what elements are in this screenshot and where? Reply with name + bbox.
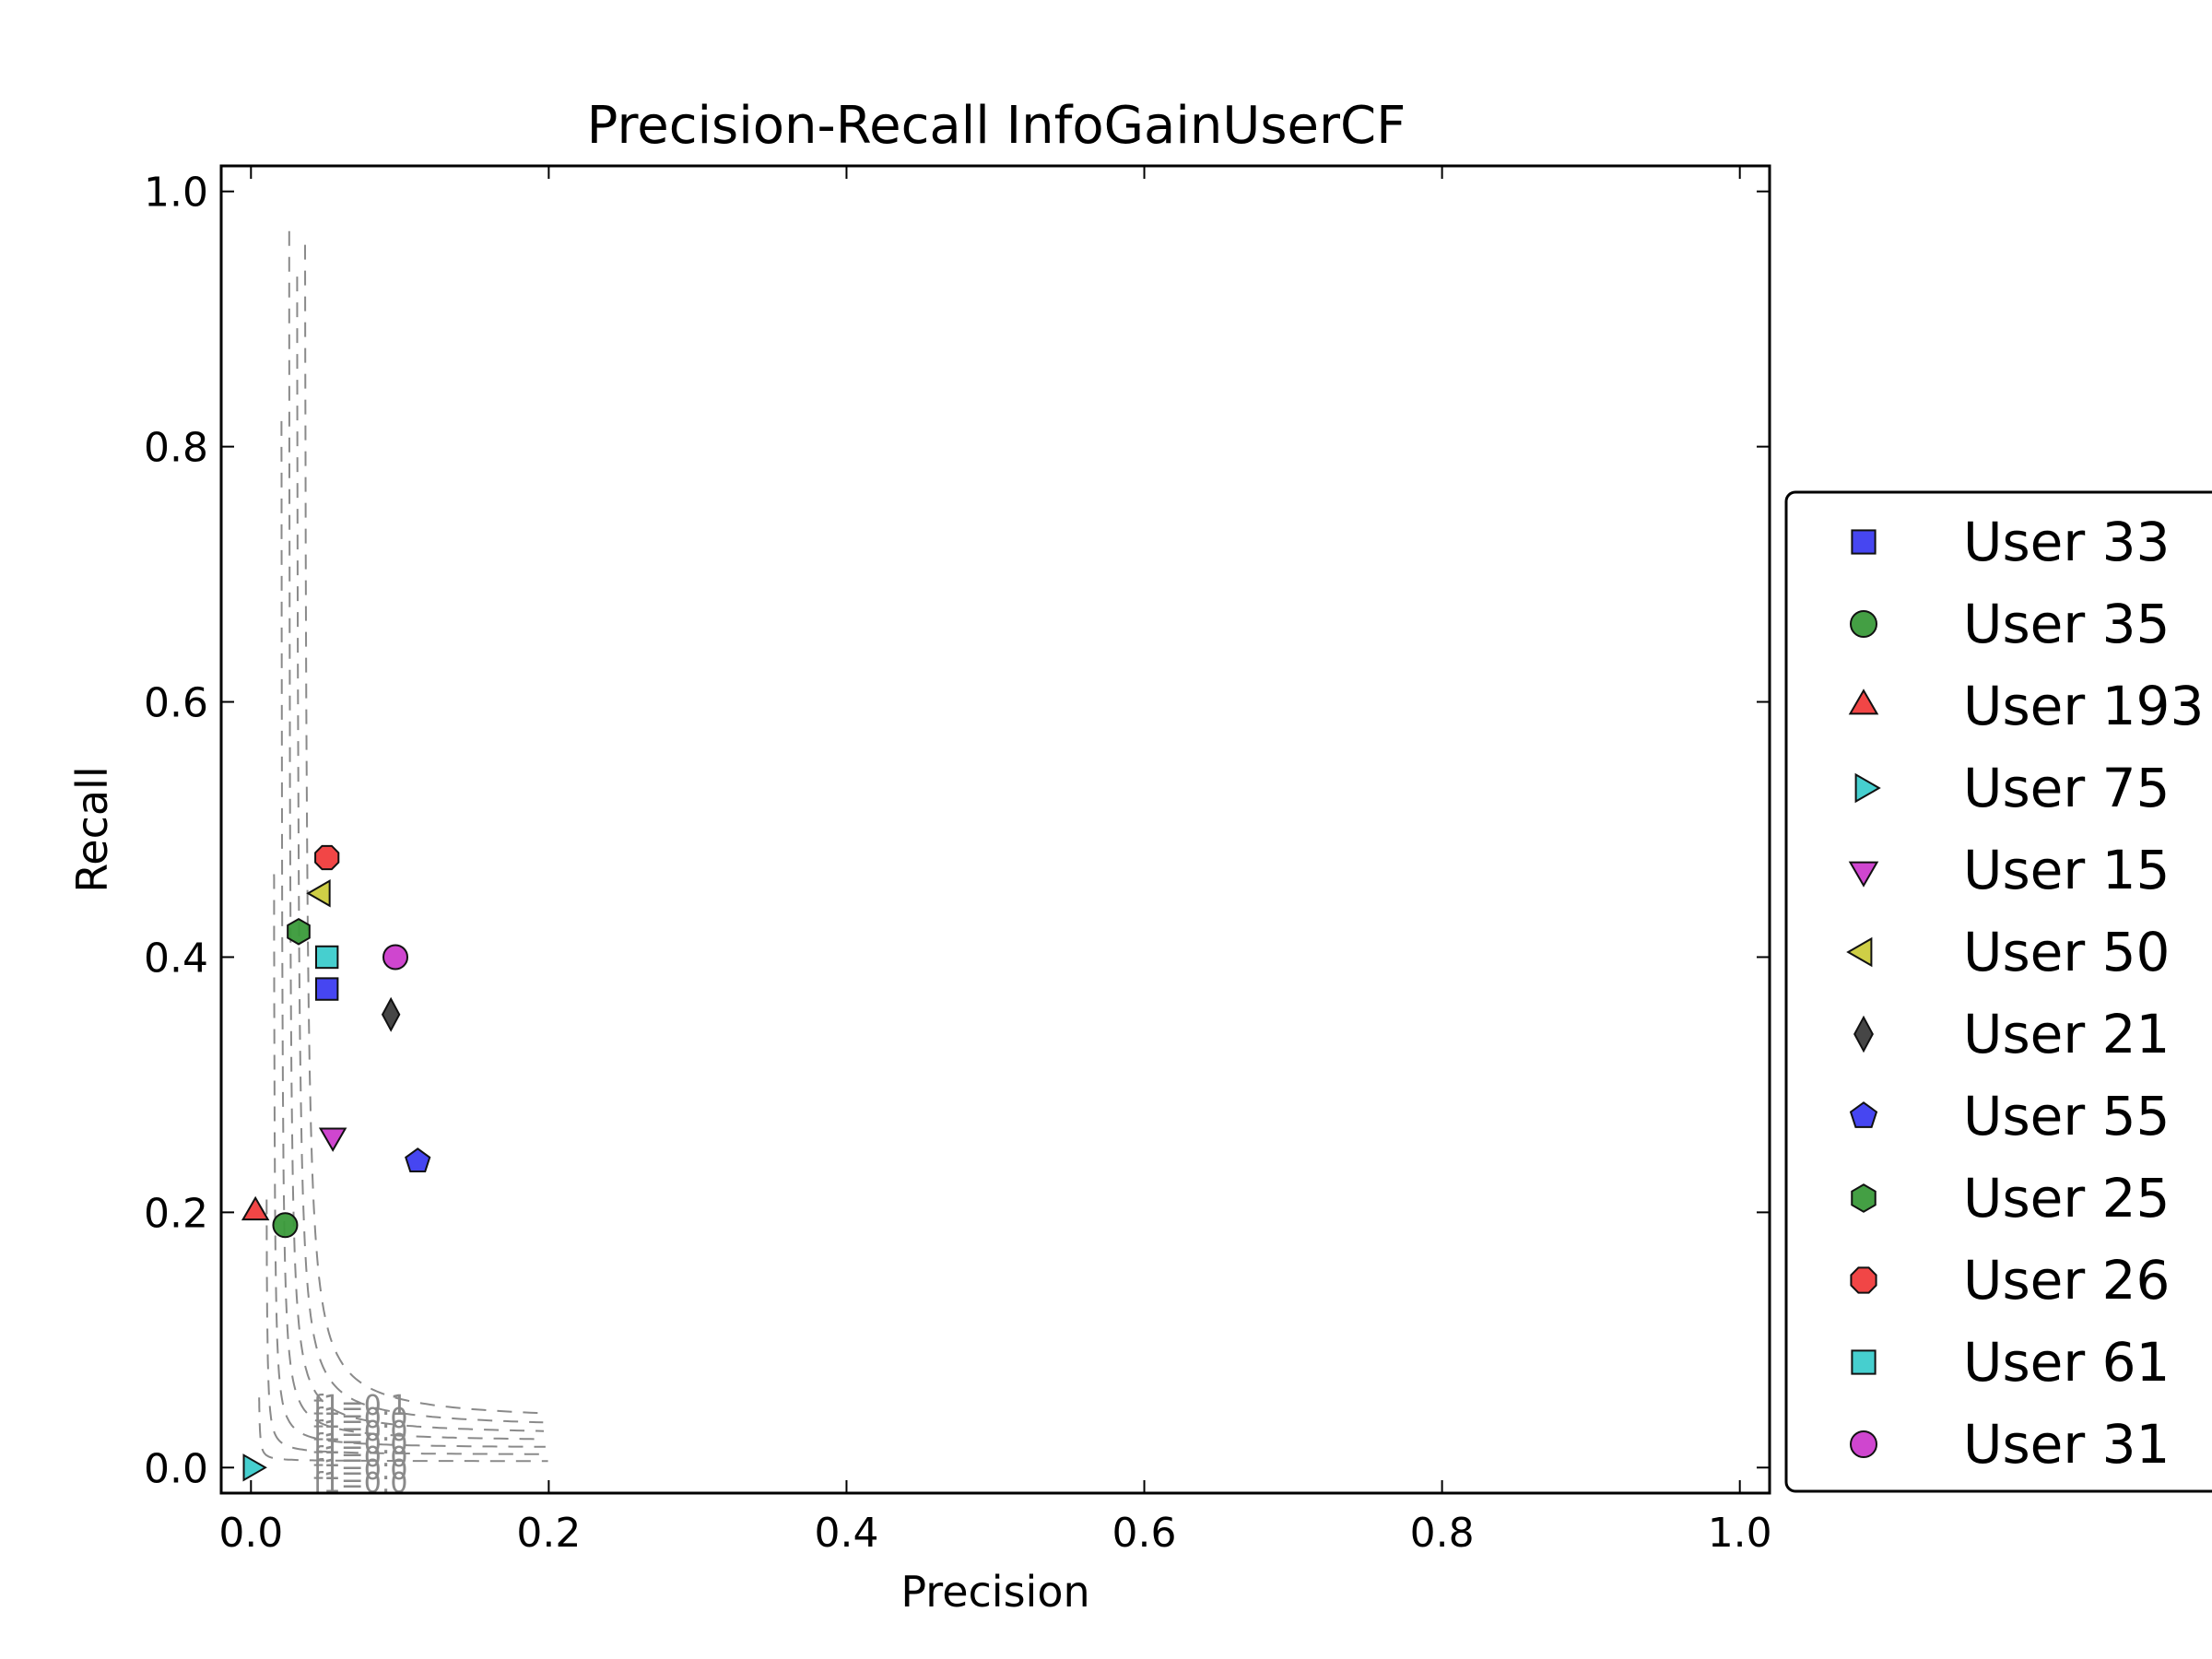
legend-label: User 15 (1963, 839, 2170, 901)
iso-f1-label: f1=0.0 (313, 1467, 408, 1500)
data-point (314, 977, 339, 1001)
legend-label: User 31 (1963, 1413, 2170, 1476)
data-point (405, 1147, 431, 1173)
legend-marker (1850, 1266, 1877, 1294)
x-tick-label: 0.0 (218, 1510, 283, 1557)
y-tick-label: 0.4 (144, 935, 208, 982)
iso-f1-label: f1=0.0 (313, 1429, 408, 1461)
legend-label: User 21 (1963, 1003, 2170, 1065)
y-tick-label: 1.0 (144, 170, 208, 217)
iso-f1-curve (280, 420, 545, 1441)
iso-f1-curve (304, 244, 543, 1415)
y-tick-label: 0.2 (144, 1190, 208, 1237)
axis-ticks: 0.0 0.2 0.4 0.6 0.8 1.0 0.0 0.2 0.4 0.6 0.8 1.0 (144, 166, 1772, 1557)
legend-label: User 75 (1963, 757, 2170, 819)
x-tick-label: 0.2 (516, 1510, 581, 1557)
iso-f1-curve (296, 276, 544, 1424)
x-tick-label: 0.4 (814, 1510, 878, 1557)
legend-label: User 61 (1963, 1331, 2170, 1394)
data-point (314, 945, 339, 970)
x-tick-label: 0.8 (1410, 1510, 1475, 1557)
x-tick-label: 0.6 (1112, 1510, 1177, 1557)
chart-title: Precision-Recall InfoGainUserCF (587, 96, 1406, 156)
legend-label: User 25 (1963, 1167, 2170, 1230)
legend: User 33 User 35 User 193 User 75 User 15 User… (1784, 490, 2212, 1493)
iso-f1-labels: f1=0.1f1=0.0f1=0.0f1=0.0f1=0.0f1=0.0f1=0… (313, 1390, 408, 1500)
legend-frame (1784, 490, 2212, 1493)
iso-f1-curve (258, 1397, 548, 1463)
iso-f1-curve (288, 230, 545, 1432)
legend-marker (1849, 1101, 1878, 1128)
plot-frame (219, 164, 1771, 1495)
iso-f1-label: f1=0.0 (313, 1441, 408, 1474)
iso-f1-curve (265, 1199, 547, 1455)
iso-f1-label: f1=0.0 (313, 1454, 408, 1487)
data-point (382, 944, 408, 971)
iso-f1-label: f1=0.0 (313, 1416, 408, 1448)
x-axis-label: Precision (900, 1567, 1089, 1617)
iso-f1-curves (258, 230, 548, 1463)
y-tick-label: 0.6 (144, 680, 208, 727)
iso-f1-label: f1=0.1 (313, 1390, 408, 1422)
data-points (241, 844, 431, 1482)
data-point (306, 878, 331, 908)
data-point (241, 1195, 270, 1221)
data-point (272, 1212, 299, 1239)
legend-marker (1853, 1015, 1874, 1053)
legend-marker (1850, 610, 1877, 638)
x-tick-label: 1.0 (1708, 1510, 1772, 1557)
data-point (318, 1127, 347, 1152)
legend-marker (1851, 529, 1877, 555)
data-point (381, 996, 401, 1032)
legend-marker (1851, 1183, 1877, 1213)
legend-marker (1848, 688, 1879, 715)
legend-label: User 26 (1963, 1249, 2170, 1312)
data-point (242, 1453, 267, 1482)
y-axis-label: Recall (67, 766, 117, 892)
legend-marker (1850, 1430, 1877, 1458)
iso-f1-label: f1=0.0 (313, 1403, 408, 1435)
legend-label: User 33 (1963, 511, 2170, 573)
legend-marker (1854, 772, 1881, 804)
legend-marker (1848, 861, 1879, 888)
iso-f1-curve (273, 874, 546, 1448)
legend-marker (1851, 1349, 1877, 1375)
legend-label: User 55 (1963, 1085, 2170, 1147)
y-tick-label: 0.0 (144, 1445, 208, 1492)
legend-label: User 50 (1963, 921, 2170, 983)
data-point (287, 917, 311, 946)
legend-label: User 35 (1963, 593, 2170, 655)
data-point (314, 844, 340, 871)
legend-marker (1846, 936, 1873, 968)
legend-label: User 193 (1963, 675, 2204, 737)
y-tick-label: 0.8 (144, 425, 208, 472)
